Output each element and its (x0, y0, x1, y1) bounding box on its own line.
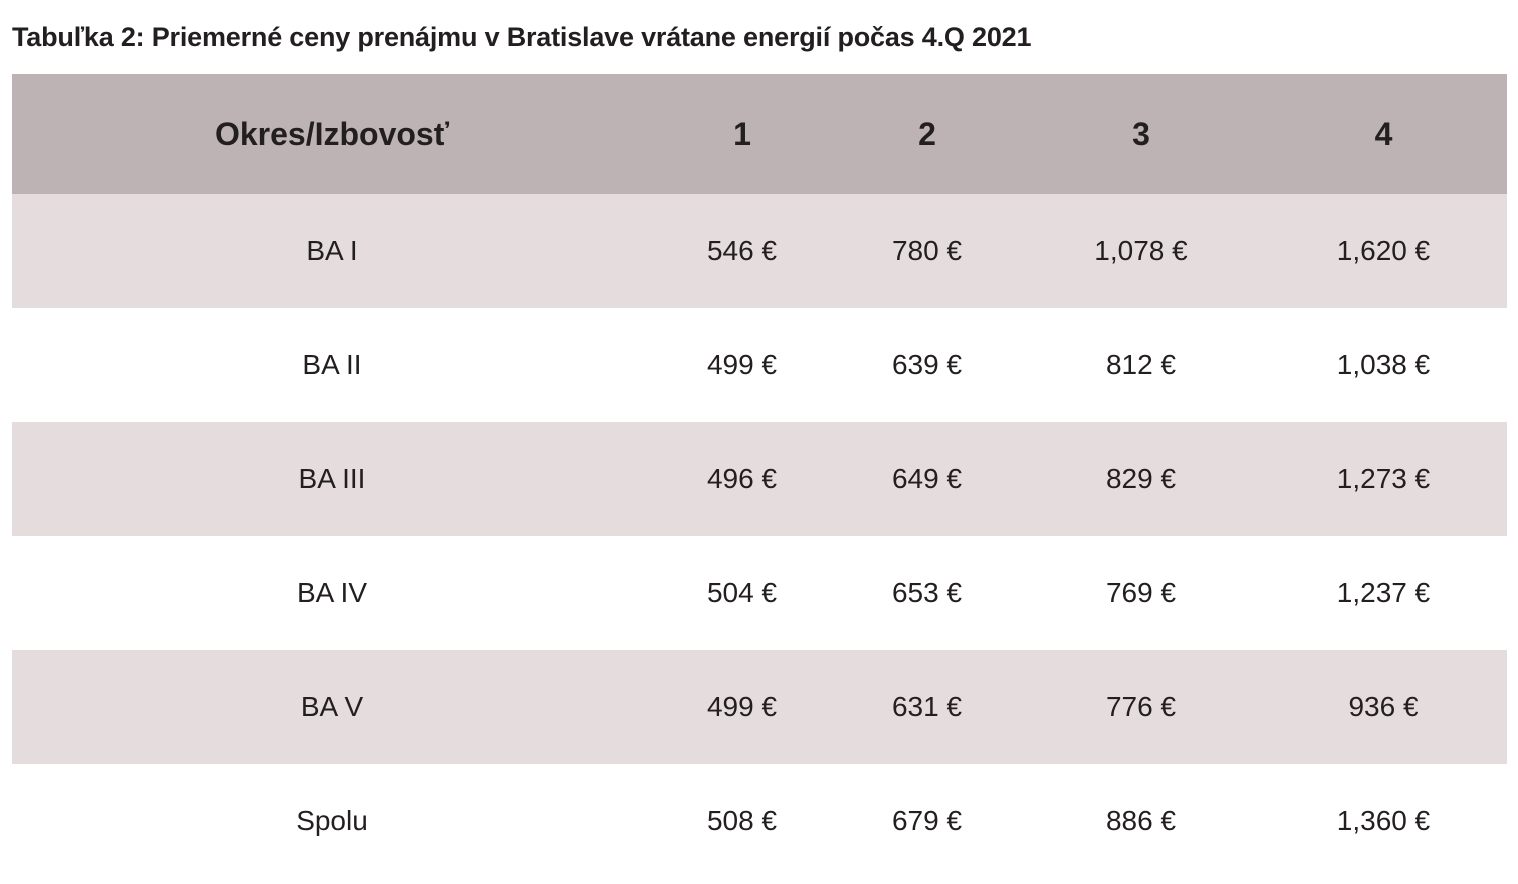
table-row-total: Spolu 508 € 679 € 886 € 1,360 € (12, 764, 1507, 878)
price-cell: 936 € (1348, 691, 1419, 722)
district-cell: BA V (300, 691, 364, 722)
district-cell: Spolu (296, 805, 368, 836)
column-header-rooms-4: 4 (1374, 115, 1393, 152)
price-cell: 499 € (706, 691, 778, 722)
price-cell: 1,038 € (1336, 349, 1431, 380)
price-cell: 886 € (1105, 805, 1177, 836)
column-header-rooms-3: 3 (1132, 115, 1150, 152)
price-cell: 1,273 € (1336, 463, 1431, 494)
rent-prices-table: Okres/Izbovosť 1 2 3 4 BA I 546 € 780 € … (12, 74, 1507, 878)
table-row: BA IV 504 € 653 € 769 € 1,237 € (12, 536, 1507, 650)
table-row: BA I 546 € 780 € 1,078 € 1,620 € (12, 194, 1507, 308)
price-cell: 499 € (706, 349, 778, 380)
price-cell: 649 € (891, 463, 963, 494)
table-row: BA V 499 € 631 € 776 € 936 € (12, 650, 1507, 764)
column-header-district: Okres/Izbovosť (214, 115, 450, 152)
price-cell: 679 € (891, 805, 963, 836)
table-row: BA III 496 € 649 € 829 € 1,273 € (12, 422, 1507, 536)
district-cell: BA I (306, 235, 358, 266)
price-cell: 496 € (706, 463, 778, 494)
column-header-rooms-1: 1 (733, 115, 751, 152)
price-cell: 1,078 € (1094, 235, 1188, 266)
price-cell: 631 € (891, 691, 963, 722)
district-cell: BA II (302, 349, 362, 380)
price-cell: 1,237 € (1336, 577, 1431, 608)
price-cell: 546 € (706, 235, 778, 266)
table-row: BA II 499 € 639 € 812 € 1,038 € (12, 308, 1507, 422)
price-cell: 504 € (706, 577, 778, 608)
table-header-row: Okres/Izbovosť 1 2 3 4 (12, 74, 1507, 194)
price-cell: 508 € (706, 805, 778, 836)
price-cell: 1,360 € (1336, 805, 1431, 836)
price-cell: 653 € (891, 577, 963, 608)
price-cell: 639 € (891, 349, 963, 380)
column-header-rooms-2: 2 (918, 115, 936, 152)
price-cell: 776 € (1105, 691, 1177, 722)
district-cell: BA III (298, 463, 366, 494)
table-caption: Tabuľka 2: Priemerné ceny prenájmu v Bra… (12, 22, 1032, 52)
price-cell: 812 € (1105, 349, 1177, 380)
price-cell: 780 € (891, 235, 963, 266)
district-cell: BA IV (296, 577, 368, 608)
price-cell: 769 € (1105, 577, 1177, 608)
price-cell: 1,620 € (1336, 235, 1431, 266)
price-cell: 829 € (1105, 463, 1177, 494)
